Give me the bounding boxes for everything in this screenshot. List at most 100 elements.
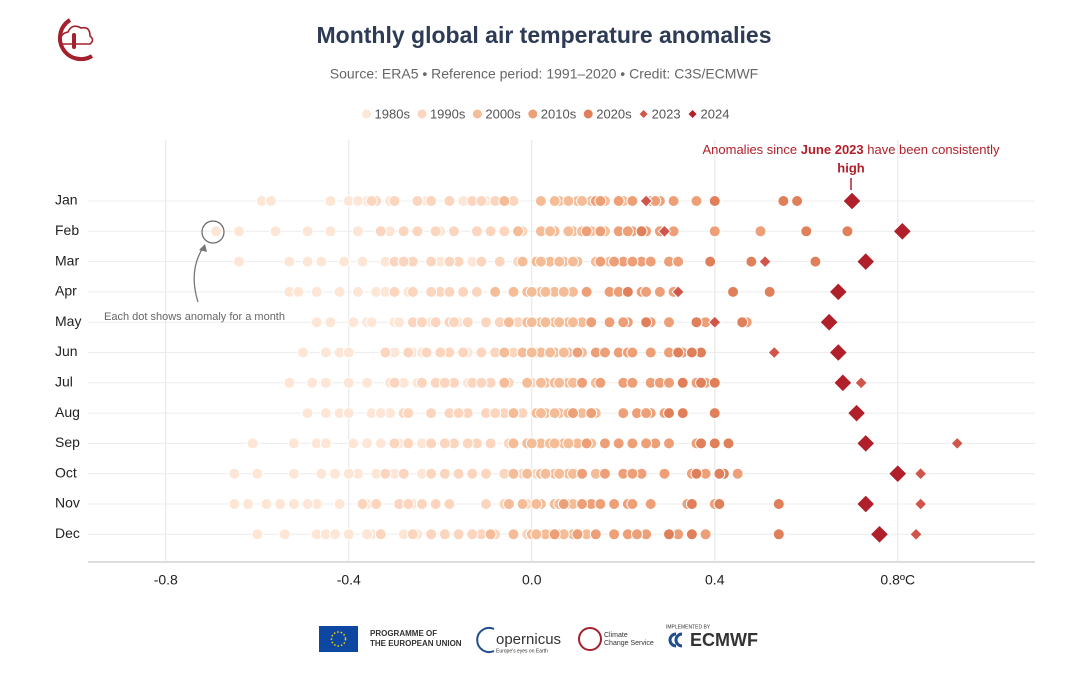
dot <box>562 437 575 450</box>
x-tick-label: 0.0 <box>522 572 542 588</box>
dot <box>594 376 607 389</box>
dot <box>640 285 653 298</box>
dot <box>347 437 360 450</box>
eu-text: PROGRAMME OF <box>370 629 437 638</box>
dot <box>530 498 543 510</box>
dot <box>521 467 534 480</box>
dot <box>397 225 410 238</box>
dot <box>713 467 726 480</box>
legend-marker <box>417 109 427 119</box>
dot <box>251 528 264 541</box>
dot <box>598 346 611 359</box>
dot <box>699 528 712 541</box>
diamond <box>854 376 868 390</box>
diamond <box>671 285 685 299</box>
dot <box>475 255 488 268</box>
y-tick-label: Apr <box>55 283 77 299</box>
dot <box>228 467 241 480</box>
dot <box>576 376 589 389</box>
dot <box>553 467 566 480</box>
dot <box>736 316 749 329</box>
dot <box>608 528 621 541</box>
dot <box>708 437 721 450</box>
dot <box>402 498 415 510</box>
dot <box>525 346 538 359</box>
dot <box>310 285 323 298</box>
dot <box>594 225 607 238</box>
dot <box>425 195 438 207</box>
dot <box>402 346 415 359</box>
dot <box>663 437 676 450</box>
dot <box>415 498 428 510</box>
dot <box>425 407 438 420</box>
dot <box>612 195 625 207</box>
dot <box>287 467 300 480</box>
dot <box>772 498 785 510</box>
dot <box>484 225 497 238</box>
dot <box>429 498 442 510</box>
dot <box>525 316 538 329</box>
diamond <box>846 403 867 423</box>
dot <box>617 316 630 329</box>
dot <box>210 225 223 238</box>
dot <box>351 285 364 298</box>
dot <box>557 285 570 298</box>
plot-area: -0.8 -0.4 0.0 0.4 0.8ºC Jan Feb Mar Apr May Jun Jul… <box>55 140 1035 588</box>
diamond <box>828 282 848 302</box>
dot <box>260 498 273 510</box>
diamond <box>639 194 653 208</box>
dot <box>393 316 406 329</box>
annotation: Anomalies since June 2023 have been cons… <box>702 142 1000 157</box>
diamond <box>758 254 772 269</box>
dot <box>498 376 511 389</box>
dot <box>562 195 575 207</box>
dot <box>612 437 625 450</box>
dot <box>324 195 337 207</box>
dot <box>731 467 744 480</box>
dot <box>841 225 854 238</box>
dot <box>351 195 364 207</box>
dot <box>443 195 456 207</box>
dot <box>333 285 346 298</box>
dot <box>544 225 557 238</box>
dot <box>557 346 570 359</box>
dot <box>361 376 374 389</box>
dot <box>333 498 346 510</box>
dot <box>374 528 387 541</box>
dot <box>438 467 451 480</box>
dot <box>287 498 300 510</box>
dot <box>512 225 525 238</box>
dot <box>388 376 401 389</box>
legend-item: 2010s <box>528 106 577 121</box>
diamond <box>708 315 722 329</box>
y-tick-label: Nov <box>55 495 80 511</box>
dot <box>580 437 593 450</box>
dot <box>644 498 657 510</box>
legend-label: 1980s <box>375 106 411 121</box>
diamond <box>833 373 853 393</box>
diamond <box>819 312 839 332</box>
dot <box>777 195 790 207</box>
dot <box>301 225 314 238</box>
dot <box>708 407 721 420</box>
dot <box>370 498 383 510</box>
dot <box>576 467 589 480</box>
dot <box>329 528 342 541</box>
legend-marker <box>528 109 538 119</box>
dot <box>411 225 424 238</box>
chart-title: Monthly global air temperature anomalies <box>317 22 772 48</box>
dot <box>626 346 639 359</box>
dot <box>434 346 447 359</box>
dot <box>548 407 561 420</box>
dot <box>388 437 401 450</box>
dot <box>246 437 259 450</box>
dot <box>470 225 483 238</box>
dot <box>278 528 291 541</box>
dot <box>621 225 634 238</box>
dot <box>663 316 676 329</box>
dot <box>425 437 438 450</box>
dot <box>672 255 685 268</box>
dot <box>653 285 666 298</box>
y-tick-label: Jul <box>55 374 73 390</box>
dot <box>461 437 474 450</box>
